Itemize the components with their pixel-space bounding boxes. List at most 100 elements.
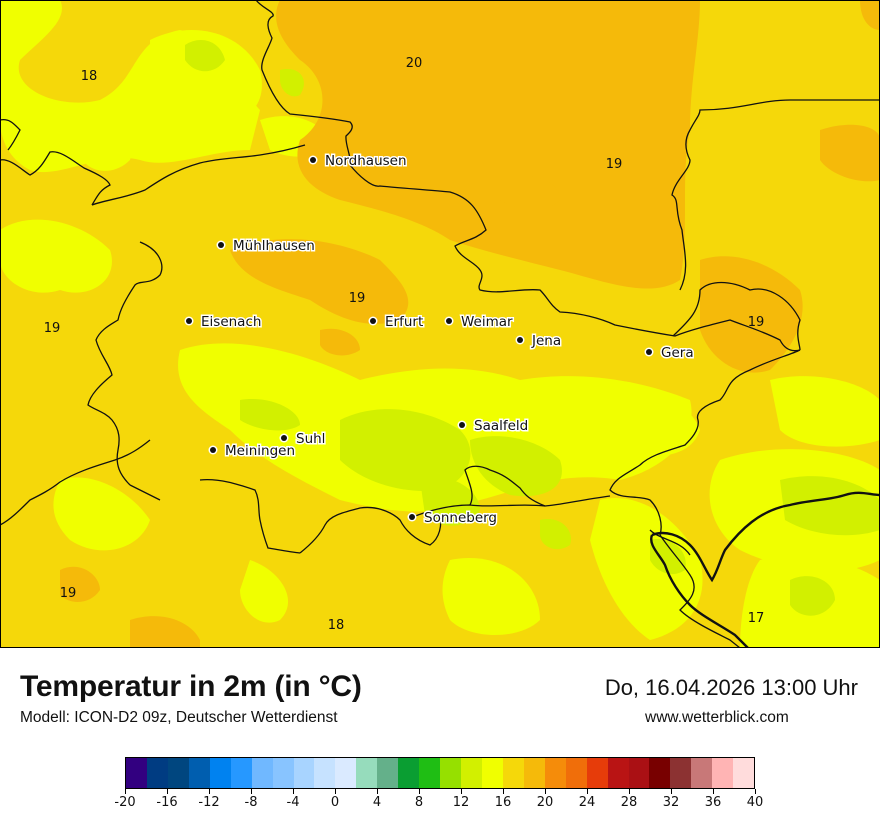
value-label: 18 [81,69,98,84]
colorbar-tick [376,789,378,794]
city-erfurt: Erfurt [368,313,425,332]
city-label: Mühlhausen [233,238,315,254]
colorbar-segment [481,758,503,788]
colorbar-segment [712,758,734,788]
colorbar-segment [398,758,420,788]
city-weimar: Weimar [444,313,515,332]
colorbar-tick-label: 16 [494,795,512,810]
country-border [650,491,880,648]
chart-title: Temperatur in 2m (in °C) [20,670,362,703]
colorbar-tick-label: 12 [452,795,470,810]
colorbar-segment [188,758,210,788]
colorbar-segment [356,758,378,788]
colorbar-segment [126,758,147,788]
city-nordhausen: Nordhausen [308,152,408,171]
city-dot-icon [186,318,192,324]
colorbar-tick-label: 24 [578,795,596,810]
city-dot-icon [310,157,316,163]
city-label: Gera [661,345,694,361]
temperature-map: 18 20 19 19 19 19 19 18 17 Nordhausen Müh… [0,0,880,648]
colorbar-segment [691,758,713,788]
city-dot-icon [218,242,224,248]
colorbar-tick-label: 32 [662,795,680,810]
city-meiningen: Meiningen [208,442,297,461]
value-label: 20 [406,56,423,71]
colorbar-tick [628,789,630,794]
city-label: Eisenach [201,314,261,330]
colorbar-tick [292,789,294,794]
colorbar-tick-label: 8 [414,795,424,810]
value-label: 19 [748,315,765,330]
city-label: Erfurt [385,314,423,330]
colorbar-tick [712,789,714,794]
city-saalfeld: Saalfeld [457,417,530,436]
colorbar-segment [377,758,399,788]
value-label: 19 [349,291,366,306]
colorbar-tick-label: -16 [156,795,178,810]
city-dot-icon [281,435,287,441]
colorbar-segment [293,758,315,788]
colorbar-tick-label: 36 [704,795,722,810]
city-dot-icon [210,447,216,453]
colorbar-segment [733,758,755,788]
colorbar-tick-label: -4 [286,795,300,810]
colorbar-tick-label: -20 [114,795,136,810]
colorbar-tick-label: 28 [620,795,638,810]
colorbar-segment [146,758,168,788]
colorbar-tick [418,789,420,794]
city-dot-icon [459,422,465,428]
city-jena: Jena [515,332,563,351]
colorbar-tick [124,789,126,794]
colorbar-segment [523,758,545,788]
colorbar-tick-label: 0 [330,795,340,810]
value-label: 19 [60,586,77,601]
colorbar-tick [166,789,168,794]
temp-band-18-20 [60,0,880,648]
city-label: Jena [531,333,561,349]
city-markers: Nordhausen Mühlhausen Eisenach Erfurt Weimar… [184,152,695,528]
city-eisenach: Eisenach [184,313,263,332]
colorbar-tick [544,789,546,794]
colorbar-segment [565,758,587,788]
city-gera: Gera [644,344,695,363]
colorbar-tick [208,789,210,794]
colorbar-tick [460,789,462,794]
colorbar-tick [670,789,672,794]
valid-datetime: Do, 16.04.2026 13:00 Uhr [604,675,858,700]
website-link[interactable]: www.wetterblick.com [645,709,789,726]
city-label: Meiningen [225,443,295,459]
city-dot-icon [646,349,652,355]
colorbar-segment [314,758,336,788]
colorbar-segment [209,758,231,788]
colorbar-segment [251,758,273,788]
city-label: Weimar [461,314,513,330]
city-dot-icon [517,337,523,343]
colorbar-segment [502,758,524,788]
colorbar-segment [272,758,294,788]
city-sonneberg: Sonneberg [407,509,499,528]
state-borders [0,0,880,648]
city-label: Suhl [296,431,325,447]
colorbar-segment [419,758,441,788]
model-source: Modell: ICON-D2 09z, Deutscher Wetterdie… [20,709,338,726]
colorbar-tick-label: 20 [536,795,554,810]
city-dot-icon [446,318,452,324]
colorbar-tick-label: -8 [244,795,258,810]
temp-band-14-16 [185,40,880,616]
city-label: Sonneberg [424,510,497,526]
colorbar-segment [461,758,482,788]
colorbar-tick [502,789,504,794]
colorbar-segment [544,758,566,788]
colorbar-tick [586,789,588,794]
value-label: 17 [748,611,765,626]
colorbar-tick-label: 4 [372,795,382,810]
colorbar-segment [335,758,357,788]
value-labels: 18 20 19 19 19 19 19 18 17 [44,56,765,633]
value-label: 19 [44,321,61,336]
value-label: 18 [328,618,345,633]
colorbar-segment [607,758,629,788]
colorbar-ticks: -20 -16 -12 -8 -4 0 4 8 12 16 20 24 28 32 36 40 [114,789,763,819]
colorbar-segment [440,758,461,788]
city-suhl: Suhl [279,430,327,449]
colorbar-tick [250,789,252,794]
